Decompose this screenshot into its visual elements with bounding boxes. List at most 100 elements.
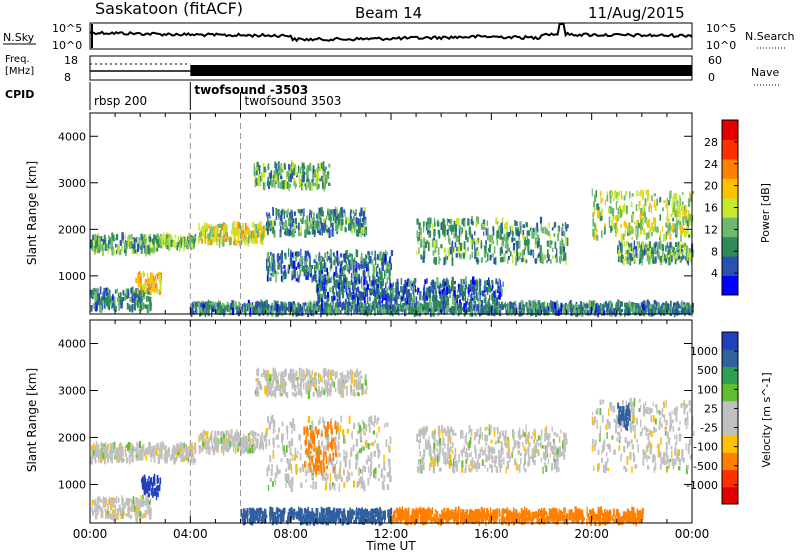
- echo-cell: [316, 301, 319, 307]
- echo-cell: [138, 241, 141, 250]
- echo-cell: [334, 255, 336, 262]
- echo-cell: [298, 165, 300, 173]
- echo-cell: [451, 257, 454, 266]
- echo-cell: [640, 189, 642, 197]
- echo-cell: [480, 240, 482, 249]
- echo-cell: [686, 304, 688, 310]
- echo-cell: [397, 281, 399, 286]
- echo-cell: [360, 252, 363, 261]
- echo-cell: [532, 306, 536, 315]
- echo-cell: [161, 239, 164, 248]
- echo-cell: [500, 222, 503, 229]
- echo-cell: [157, 456, 160, 465]
- echo-cell: [283, 265, 286, 270]
- echo-cell: [116, 234, 119, 240]
- echo-cell: [563, 230, 566, 237]
- echo-cell: [306, 257, 309, 263]
- echo-cell: [671, 223, 674, 230]
- echo-cell: [613, 308, 616, 315]
- echo-cell: [199, 303, 202, 312]
- echo-cell: [170, 239, 173, 248]
- echo-cell: [280, 268, 283, 272]
- echo-cell: [104, 242, 107, 251]
- echo-cell: [559, 304, 562, 310]
- echo-cell: [141, 448, 143, 455]
- echo-cell: [528, 300, 531, 308]
- echo-cell: [301, 174, 303, 180]
- echo-cell: [239, 227, 241, 234]
- echo-cell: [119, 292, 122, 301]
- echo-cell: [128, 450, 131, 454]
- echo-cell: [447, 303, 450, 312]
- echo-cell: [152, 275, 155, 281]
- echo-cell: [355, 288, 357, 294]
- echo-cell: [374, 305, 377, 313]
- echo-cell: [339, 225, 342, 230]
- echo-cell: [257, 230, 259, 238]
- echo-cell: [271, 220, 274, 229]
- echo-cell: [137, 510, 139, 515]
- echo-cell: [324, 278, 327, 285]
- echo-cell: [634, 246, 637, 250]
- echo-cell: [140, 501, 143, 508]
- echo-cell: [127, 290, 130, 299]
- echo-cell: [253, 222, 255, 227]
- echo-cell: [654, 244, 657, 252]
- echo-cell: [496, 306, 498, 315]
- echo-cell: [561, 239, 564, 246]
- echo-cell: [663, 200, 666, 204]
- echo-cell: [599, 309, 602, 315]
- echo-cell: [143, 500, 146, 505]
- echo-cell: [266, 275, 269, 282]
- echo-cell: [143, 286, 146, 293]
- echo-cell: [270, 256, 273, 263]
- echo-cell: [463, 303, 465, 312]
- echo-cell: [495, 256, 497, 265]
- echo-cell: [91, 445, 94, 450]
- echo-cell: [151, 452, 154, 457]
- echo-cell: [396, 296, 398, 305]
- echo-cell: [634, 227, 637, 237]
- echo-cell: [559, 240, 562, 249]
- echo-cell: [644, 211, 646, 219]
- echo-cell: [538, 309, 541, 315]
- echo-cell: [691, 308, 694, 313]
- echo-cell: [438, 285, 441, 294]
- echo-cell: [119, 240, 122, 245]
- echo-cell: [594, 231, 596, 239]
- echo-cell: [97, 247, 101, 253]
- echo-cell: [259, 176, 261, 184]
- echo-cell: [484, 294, 487, 298]
- echo-cell: [408, 279, 411, 286]
- echo-cell: [100, 458, 103, 462]
- echo-cell: [181, 443, 184, 452]
- echo-cell: [315, 274, 318, 280]
- echo-cell: [529, 227, 532, 232]
- echo-cell: [449, 289, 452, 294]
- echo-cell: [651, 309, 654, 317]
- echo-cell: [474, 300, 477, 309]
- echo-cell: [319, 216, 321, 225]
- echo-cell: [321, 269, 324, 277]
- echo-cell: [315, 254, 317, 260]
- echo-cell: [609, 301, 612, 307]
- echo-cell: [150, 275, 153, 284]
- echo-cell: [406, 297, 409, 305]
- echo-cell: [146, 279, 148, 283]
- echo-cell: [527, 308, 530, 315]
- echo-cell: [640, 219, 643, 226]
- echo-cell: [629, 191, 631, 199]
- echo-cell: [433, 294, 436, 300]
- echo-cell: [255, 233, 257, 237]
- echo-cell: [103, 235, 106, 240]
- echo-cell: [400, 296, 404, 301]
- echo-cell: [373, 290, 376, 296]
- echo-cell: [443, 296, 446, 305]
- echo-cell: [300, 257, 302, 266]
- echo-cell: [322, 306, 325, 315]
- echo-cell: [333, 271, 336, 277]
- echo-cell: [257, 223, 260, 230]
- echo-cell: [243, 234, 246, 241]
- echo-cell: [389, 285, 392, 291]
- echo-cell: [267, 256, 270, 263]
